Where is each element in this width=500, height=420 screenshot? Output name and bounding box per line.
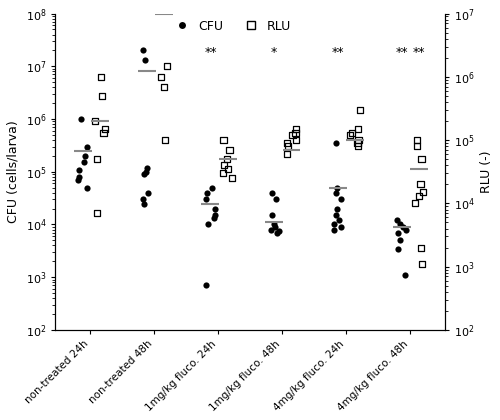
Point <box>419 189 427 196</box>
Point <box>93 156 101 163</box>
Point <box>332 205 340 212</box>
Point <box>396 221 404 228</box>
Point <box>100 129 108 136</box>
Point <box>74 176 82 183</box>
Point <box>394 217 402 224</box>
Point <box>268 189 276 196</box>
Text: **: ** <box>413 46 426 58</box>
Point <box>332 189 340 196</box>
Point <box>228 175 236 181</box>
Point <box>284 143 292 150</box>
Point <box>418 244 426 251</box>
Point <box>226 147 234 153</box>
Point <box>82 184 90 191</box>
Point <box>288 132 296 139</box>
Point <box>416 181 424 188</box>
Point <box>414 143 422 150</box>
Point <box>394 245 402 252</box>
Point <box>157 74 165 80</box>
Point <box>203 189 211 196</box>
Text: **: ** <box>396 46 408 58</box>
Point <box>292 137 300 144</box>
Point <box>354 137 362 144</box>
Point <box>142 168 150 175</box>
Point <box>418 261 426 268</box>
Point <box>161 137 169 144</box>
Point <box>415 193 423 199</box>
Point <box>338 196 345 203</box>
Point <box>211 205 219 212</box>
Point <box>140 171 148 178</box>
Point <box>219 170 227 176</box>
Point <box>354 143 362 150</box>
Point <box>337 223 345 230</box>
Point <box>354 139 362 146</box>
Point <box>418 156 426 163</box>
Point <box>402 226 409 233</box>
Point <box>84 143 92 150</box>
Point <box>270 221 278 228</box>
Point <box>330 221 338 228</box>
Point <box>354 126 362 132</box>
Point <box>204 221 212 228</box>
Point <box>411 200 419 207</box>
Point <box>140 47 147 54</box>
Point <box>332 212 340 218</box>
Text: *: * <box>271 46 278 58</box>
Point <box>348 129 356 136</box>
Point <box>283 151 291 158</box>
Point <box>224 165 232 172</box>
Point <box>162 62 170 69</box>
Point <box>292 126 300 132</box>
Point <box>76 166 84 173</box>
Point <box>202 196 210 203</box>
Y-axis label: CFU (cells/larva): CFU (cells/larva) <box>7 121 20 223</box>
Point <box>400 272 408 278</box>
Point <box>80 159 88 166</box>
Point <box>270 223 278 230</box>
Point <box>98 92 106 99</box>
Point <box>97 74 105 80</box>
Point <box>284 139 292 146</box>
Point <box>275 228 283 234</box>
Point <box>334 217 342 224</box>
Point <box>140 200 148 207</box>
Point <box>91 118 99 124</box>
Point <box>396 237 404 244</box>
Point <box>208 184 216 191</box>
Point <box>292 129 300 136</box>
Point <box>346 132 354 139</box>
Point <box>202 282 210 289</box>
Point <box>333 184 341 191</box>
Point <box>160 83 168 90</box>
Point <box>143 164 151 171</box>
Point <box>220 137 228 144</box>
Point <box>76 173 84 180</box>
Point <box>330 226 338 233</box>
Point <box>267 226 275 233</box>
Point <box>93 210 101 217</box>
Point <box>140 57 148 64</box>
Point <box>144 189 152 196</box>
Point <box>220 162 228 169</box>
Point <box>273 229 281 236</box>
Legend: CFU, RLU: CFU, RLU <box>170 20 292 33</box>
Point <box>356 107 364 113</box>
Point <box>272 196 280 203</box>
Point <box>210 215 218 222</box>
Text: **: ** <box>204 46 216 58</box>
Point <box>81 152 89 159</box>
Text: **: ** <box>332 46 344 58</box>
Point <box>139 196 147 203</box>
Point <box>394 229 402 236</box>
Y-axis label: RLU (-): RLU (-) <box>480 150 493 193</box>
Point <box>332 140 340 147</box>
Point <box>413 137 421 144</box>
Point <box>211 212 219 218</box>
Point <box>78 116 86 122</box>
Point <box>101 126 109 132</box>
Point <box>399 223 407 230</box>
Point <box>268 212 276 218</box>
Point <box>223 156 231 163</box>
